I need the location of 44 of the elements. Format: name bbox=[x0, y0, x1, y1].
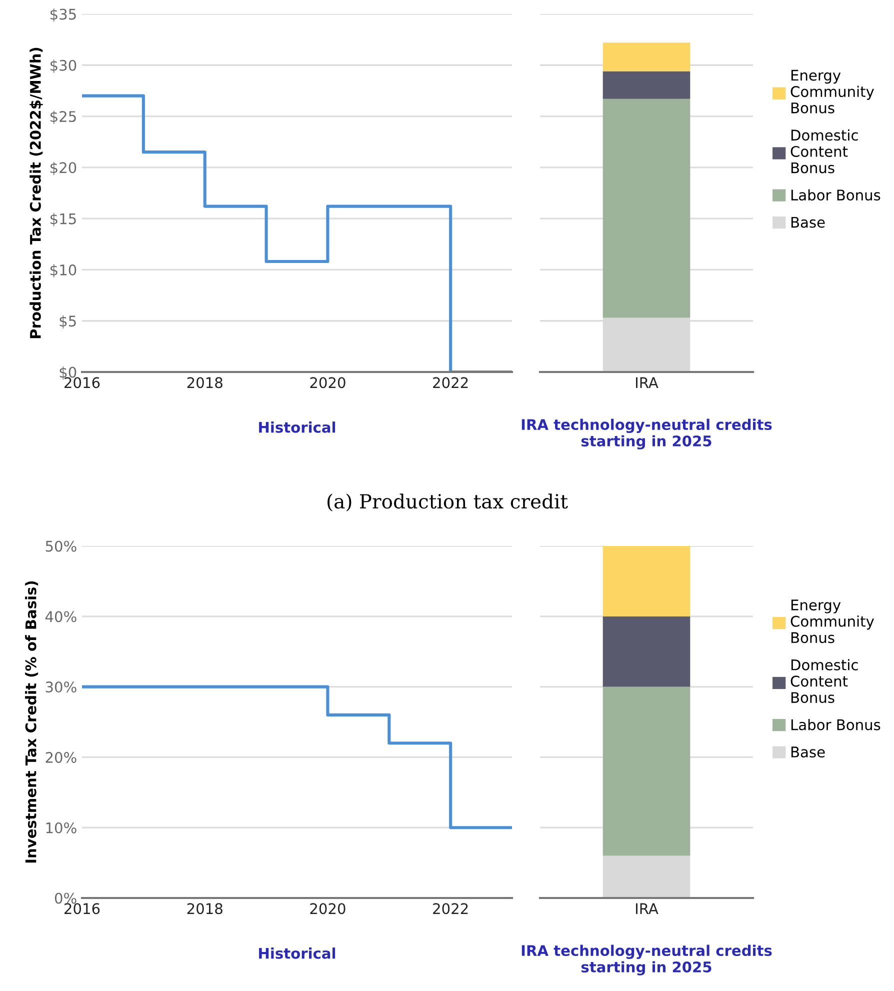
x-axis-title: IRA technology-neutral credits starting in 2025 bbox=[522, 418, 772, 450]
bar bbox=[602, 616, 690, 687]
x-tick-label: 2020 bbox=[310, 377, 346, 388]
y-tick-label: 20% bbox=[46, 752, 76, 763]
x-tick-label: IRA bbox=[636, 903, 658, 914]
x-axis-title: Historical bbox=[259, 948, 336, 959]
y-tick-label: $30 bbox=[50, 60, 76, 73]
x-tick-label: 2018 bbox=[187, 903, 222, 914]
x-tick-label: 2022 bbox=[433, 903, 468, 914]
y-tick-label: $15 bbox=[50, 213, 76, 226]
legend-label: Energy Community Bonus bbox=[790, 600, 874, 644]
text: (a) Production tax credit bbox=[328, 494, 568, 512]
legend-label: Labor Bonus bbox=[791, 189, 880, 201]
x-tick-label: IRA bbox=[636, 377, 658, 388]
y-axis-title: Investment Tax Credit (% of Basis) bbox=[25, 581, 38, 863]
legend-label: Labor Bonus bbox=[791, 718, 880, 730]
bar bbox=[602, 686, 690, 856]
legend-label: Base bbox=[791, 216, 825, 228]
y-tick-label: $5 bbox=[60, 315, 76, 329]
bar bbox=[602, 71, 690, 99]
bar bbox=[602, 856, 690, 898]
y-tick-label: $10 bbox=[50, 264, 76, 278]
x-axis-title: Historical bbox=[259, 422, 336, 433]
x-tick-label: 2016 bbox=[64, 903, 100, 914]
y-tick-label: 40% bbox=[45, 611, 76, 622]
legend-label: Domestic Content Bonus bbox=[790, 659, 858, 704]
x-axis-title: IRA technology-neutral credits starting in 2025 bbox=[522, 944, 772, 976]
bar bbox=[602, 546, 690, 616]
y-tick-label: 30% bbox=[46, 682, 76, 693]
legend-label: Base bbox=[791, 746, 825, 758]
y-tick-label: 10% bbox=[46, 822, 76, 834]
x-tick-label: 2020 bbox=[310, 903, 346, 914]
y-tick-label: 0% bbox=[54, 892, 76, 904]
bar bbox=[602, 42, 690, 72]
y-tick-label: $25 bbox=[50, 110, 76, 124]
y-tick-label: $35 bbox=[50, 8, 76, 22]
legend-label: Domestic Content Bonus bbox=[790, 129, 858, 174]
x-tick-label: 2022 bbox=[433, 377, 468, 388]
y-axis-title: Production Tax Credit (2022$/MWh) bbox=[30, 48, 43, 338]
y-tick-label: 50% bbox=[46, 540, 76, 552]
y-tick-label: $20 bbox=[50, 162, 76, 176]
x-tick-label: 2018 bbox=[187, 377, 222, 388]
bar bbox=[602, 98, 690, 318]
legend-label: Energy Community Bonus bbox=[790, 70, 874, 114]
